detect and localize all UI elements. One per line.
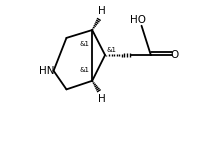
Text: H: H (98, 94, 106, 104)
Text: &1: &1 (79, 67, 89, 73)
Text: &1: &1 (79, 41, 89, 47)
Text: HN: HN (39, 66, 54, 76)
Text: O: O (170, 50, 179, 60)
Text: HO: HO (130, 15, 146, 25)
Text: &1: &1 (106, 47, 116, 53)
Text: H: H (98, 6, 106, 16)
